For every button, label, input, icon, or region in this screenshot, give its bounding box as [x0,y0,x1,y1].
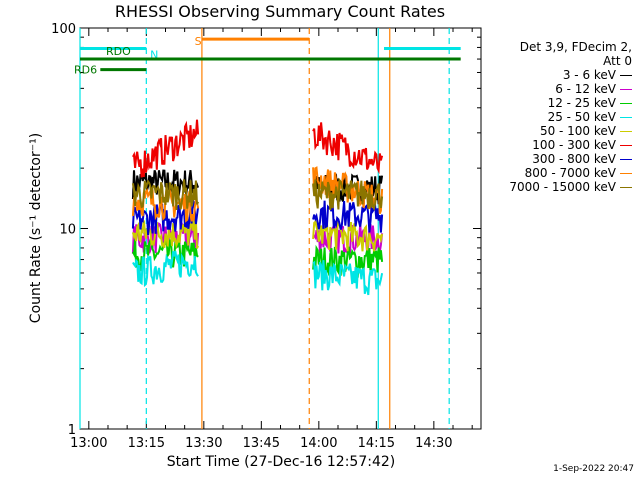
timestamp: 1-Sep-2022 20:47 [553,464,634,474]
legend-label: 25 - 50 keV [547,110,616,124]
y-tick-label: 100 [51,22,76,37]
x-tick-label: 13:15 [128,436,165,451]
legend-swatch [620,116,632,118]
x-axis-label: Start Time (27-Dec-16 12:57:42) [167,454,395,470]
legend: Det 3,9, FDecim 2, Att 0 3 - 6 keV 6 - 12… [468,40,632,194]
flag-label: S [195,35,202,48]
legend-entry: 3 - 6 keV [468,68,632,82]
legend-label: 12 - 25 keV [547,96,616,110]
legend-label: 50 - 100 keV [539,124,616,138]
legend-entry: 12 - 25 keV [468,96,632,110]
y-tick-label: 1 [68,423,76,438]
legend-swatch [620,102,632,104]
y-tick-label: 10 [59,223,76,238]
series-line [312,219,384,252]
legend-label: 800 - 7000 keV [524,166,616,180]
x-tick-label: 13:45 [243,436,280,451]
series-line [312,200,384,233]
legend-label: 100 - 300 keV [532,138,616,152]
legend-swatch [620,172,632,174]
legend-swatch [620,144,632,146]
flag-label: RDO [106,45,131,58]
legend-swatch [620,88,632,90]
series-line [132,119,200,178]
flag-label: N [150,49,158,62]
series-line [312,177,384,212]
legend-header-line1: Det 3,9, FDecim 2, [519,40,632,54]
flag-label: RD6 [74,64,97,77]
legend-entry: 6 - 12 keV [468,82,632,96]
legend-header-line2: Att 0 [603,54,632,68]
series-line [312,260,384,296]
legend-label: 300 - 800 keV [532,152,616,166]
series-line [132,250,199,288]
legend-swatch [620,130,632,132]
legend-label: 3 - 6 keV [562,68,616,82]
legend-entry: 7000 - 15000 keV [468,180,632,194]
series-line [131,179,200,210]
legend-entry: 800 - 7000 keV [468,166,632,180]
series-line [312,122,384,175]
legend-swatch [620,186,632,188]
legend-label: 6 - 12 keV [555,82,616,96]
y-axis-label: Count Rate (s⁻¹ detector⁻¹) [28,133,44,323]
legend-swatch [620,158,632,160]
x-tick-label: 14:15 [358,436,395,451]
x-tick-label: 13:30 [185,436,222,451]
legend-entry: 50 - 100 keV [468,124,632,138]
x-tick-label: 14:30 [415,436,452,451]
legend-label: 7000 - 15000 keV [509,180,616,194]
legend-entry: 25 - 50 keV [468,110,632,124]
x-tick-label: 13:00 [70,436,107,451]
x-tick-label: 14:00 [300,436,337,451]
legend-swatch [620,74,632,76]
legend-entry: 300 - 800 keV [468,152,632,166]
chart-title: RHESSI Observing Summary Count Rates [115,2,445,21]
legend-entry: 100 - 300 keV [468,138,632,152]
